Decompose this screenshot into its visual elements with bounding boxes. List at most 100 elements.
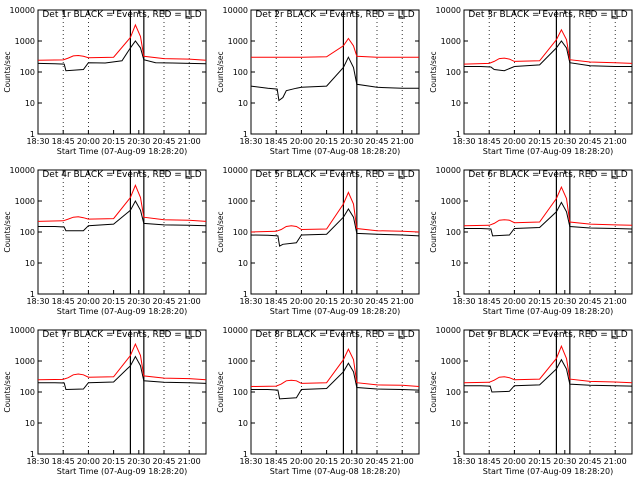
x-tick-label: 18:45	[478, 297, 501, 306]
y-tick-label: 10000	[436, 326, 461, 335]
detector-panel-9: Det 9r BLACK = Events, RED = LLD 1 10 100 10…	[429, 326, 633, 476]
x-tick-label: 20:30	[553, 457, 576, 466]
x-axis-label: Start Time (07-Aug-09 18:28:20)	[270, 307, 401, 316]
y-tick-label: 1	[456, 290, 461, 299]
y-tick-label: 1	[456, 130, 461, 139]
panel-title: Det 5r BLACK = Events, RED = LLD	[255, 170, 414, 180]
events-series-line	[464, 358, 633, 393]
y-tick-label: 1000	[441, 197, 461, 206]
x-tick-label: 20:15	[315, 297, 338, 306]
y-tick-label: 10000	[223, 166, 248, 175]
panel-title: Det 3r BLACK = Events, RED = LLD	[468, 10, 627, 20]
y-tick-label: 100	[233, 68, 248, 77]
y-axis-label: Counts/sec	[3, 51, 12, 92]
panel-title: Det 1r BLACK = Events, RED = LLD	[42, 10, 201, 20]
x-tick-label: 20:45	[152, 457, 175, 466]
y-axis-label: Counts/sec	[216, 371, 225, 412]
lld-series-line	[37, 23, 207, 61]
y-axis-label: Counts/sec	[429, 51, 438, 92]
x-tick-label: 20:00	[503, 297, 526, 306]
events-series-line	[37, 40, 207, 72]
x-tick-label: 18:30	[239, 297, 262, 306]
corner-marker	[611, 332, 618, 339]
panel-title: Det 7r BLACK = Events, RED = LLD	[42, 330, 201, 340]
x-tick-label: 21:00	[604, 137, 627, 146]
x-tick-label: 18:45	[478, 457, 501, 466]
detector-panel-5: Det 5r BLACK = Events, RED = LLD 1 10 100 10…	[216, 166, 420, 316]
x-tick-label: 20:30	[340, 137, 363, 146]
x-tick-label: 20:00	[290, 297, 313, 306]
x-tick-label: 20:00	[77, 137, 100, 146]
plot-frame	[463, 329, 633, 455]
plot-frame	[37, 169, 207, 295]
y-tick-label: 1	[456, 450, 461, 459]
y-axis-label: Counts/sec	[429, 211, 438, 252]
y-axis-label: Counts/sec	[3, 211, 12, 252]
x-tick-label: 18:45	[52, 457, 75, 466]
detector-panel-2: Det 2r BLACK = Events, RED = LLD 1 10 100 10…	[216, 6, 420, 156]
x-tick-label: 20:30	[553, 297, 576, 306]
events-series-line	[464, 40, 632, 72]
y-axis-label: Counts/sec	[216, 51, 225, 92]
x-tick-label: 20:15	[102, 137, 125, 146]
lld-series-line	[251, 37, 419, 58]
y-tick-label: 100	[233, 228, 248, 237]
lld-series-line	[37, 183, 207, 222]
panel-title: Det 9r BLACK = Events, RED = LLD	[468, 330, 627, 340]
plot-frame	[463, 169, 633, 295]
y-tick-label: 10000	[436, 166, 461, 175]
x-tick-label: 20:30	[127, 457, 150, 466]
panel-title: Det 6r BLACK = Events, RED = LLD	[468, 170, 627, 180]
corner-marker	[611, 12, 618, 19]
x-tick-label: 18:30	[452, 297, 475, 306]
x-tick-label: 18:45	[478, 137, 501, 146]
corner-marker	[185, 172, 192, 179]
y-tick-label: 10	[238, 259, 248, 268]
events-series-line	[464, 201, 633, 237]
y-tick-label: 1000	[228, 37, 248, 46]
x-tick-label: 18:45	[265, 457, 288, 466]
y-tick-label: 10	[25, 259, 35, 268]
x-tick-label: 20:30	[127, 297, 150, 306]
plot-frame	[250, 9, 420, 135]
x-tick-label: 20:45	[365, 457, 388, 466]
detector-panel-3: Det 3r BLACK = Events, RED = LLD 1 10 100 10…	[429, 6, 633, 156]
plot-frame	[37, 9, 207, 135]
x-tick-label: 18:30	[452, 457, 475, 466]
y-tick-label: 10	[238, 99, 248, 108]
x-tick-label: 20:15	[102, 297, 125, 306]
y-tick-label: 1000	[228, 357, 248, 366]
y-axis-label: Counts/sec	[3, 371, 12, 412]
y-tick-label: 1000	[15, 197, 35, 206]
corner-marker	[185, 332, 192, 339]
y-tick-label: 100	[446, 388, 461, 397]
y-axis-label: Counts/sec	[429, 371, 438, 412]
x-tick-label: 20:30	[340, 457, 363, 466]
x-tick-label: 20:00	[77, 297, 100, 306]
panel-title: Det 2r BLACK = Events, RED = LLD	[255, 10, 414, 20]
x-tick-label: 20:45	[365, 297, 388, 306]
x-tick-label: 20:15	[528, 457, 551, 466]
panel-title: Det 8r BLACK = Events, RED = LLD	[255, 330, 414, 340]
x-tick-label: 21:00	[604, 297, 627, 306]
y-tick-label: 10	[451, 259, 461, 268]
x-tick-label: 20:45	[578, 297, 601, 306]
y-tick-label: 1	[30, 290, 35, 299]
x-axis-label: Start Time (07-Aug-09 18:28:20)	[57, 467, 188, 476]
detector-panel-4: Det 4r BLACK = Events, RED = LLD 1 10 100 10…	[3, 166, 207, 316]
y-tick-label: 100	[20, 228, 35, 237]
x-tick-label: 18:45	[265, 297, 288, 306]
events-series-line	[38, 199, 207, 232]
y-tick-label: 1	[30, 450, 35, 459]
x-tick-label: 20:00	[290, 457, 313, 466]
x-tick-label: 20:45	[578, 137, 601, 146]
x-tick-label: 20:30	[127, 137, 150, 146]
plot-frame	[463, 9, 633, 135]
x-tick-label: 20:45	[365, 137, 388, 146]
y-tick-label: 10000	[223, 326, 248, 335]
y-tick-label: 1000	[228, 197, 248, 206]
y-tick-label: 10000	[10, 326, 35, 335]
x-tick-label: 18:30	[239, 137, 262, 146]
x-tick-label: 20:00	[77, 457, 100, 466]
y-tick-label: 10	[238, 419, 248, 428]
